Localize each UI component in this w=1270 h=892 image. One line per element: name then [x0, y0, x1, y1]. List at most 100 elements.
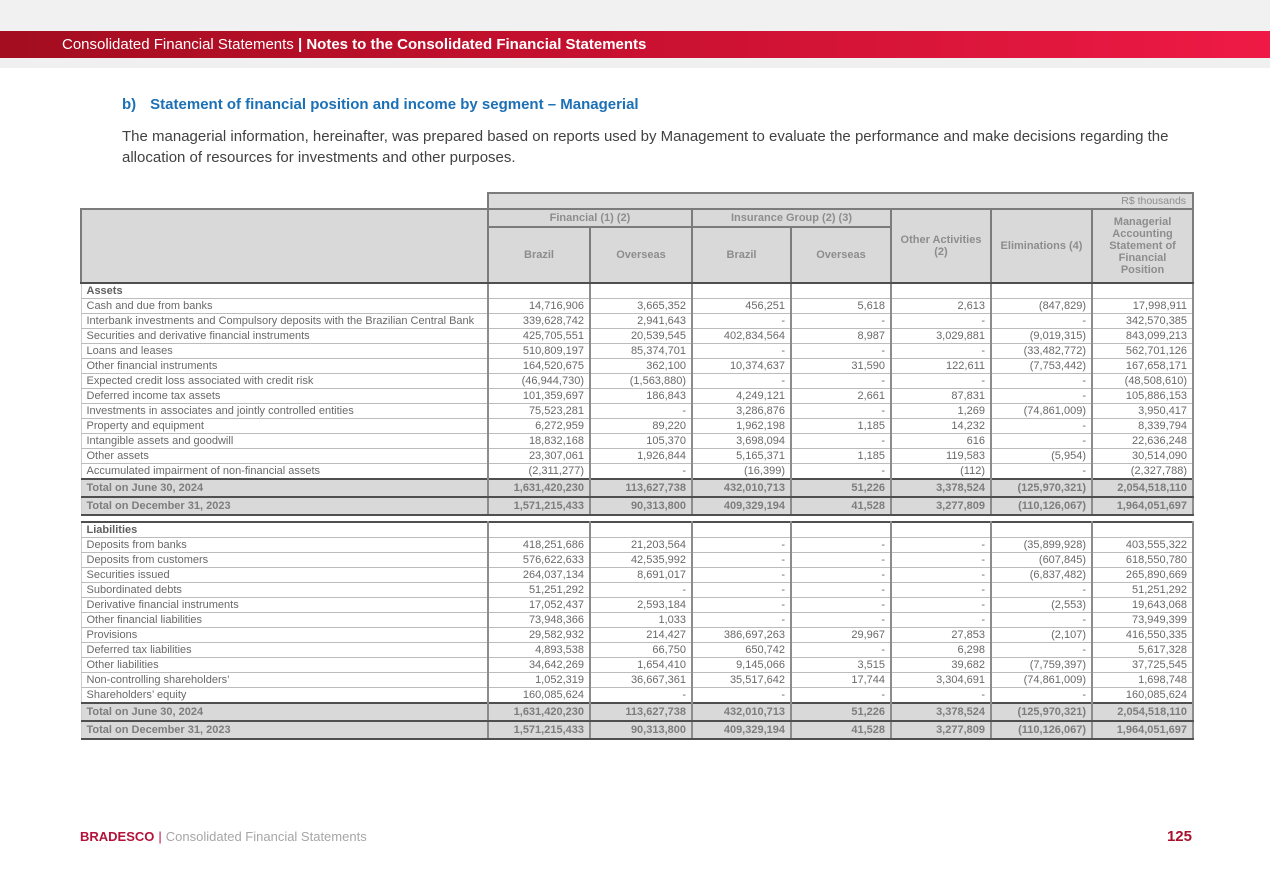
table-row: Other financial liabilities 73,948,366 1,0… [80, 612, 1195, 628]
cell-value: 265,890,669 [1092, 567, 1195, 583]
cell-value: - [991, 612, 1093, 628]
segment-table-container: R$ thousands Financial (1) (2) Insurance… [80, 192, 1195, 740]
cell-value: 105,886,153 [1092, 388, 1195, 404]
cell-value: 160,085,624 [488, 687, 591, 704]
cell-value: - [791, 463, 892, 480]
table-row: Interbank investments and Compulsory dep… [80, 313, 1195, 329]
cell-value: 1,269 [891, 403, 992, 419]
total-row: Total on June 30, 2024 1,631,420,230 113,6… [80, 702, 1195, 722]
cell-value: 403,555,322 [1092, 537, 1195, 553]
section-header-row: Assets [80, 282, 1195, 299]
total-value: 41,528 [791, 496, 892, 516]
cell-value: - [692, 537, 792, 553]
cell-value: 73,949,399 [1092, 612, 1195, 628]
row-label: Deferred tax liabilities [80, 642, 489, 658]
table-row: Deposits from banks 418,251,686 21,203,564… [80, 537, 1195, 553]
cell-value: 456,251 [692, 298, 792, 314]
cell-value: - [590, 687, 693, 704]
total-row: Total on December 31, 2023 1,571,215,433 9… [80, 720, 1195, 740]
total-value: 3,378,524 [891, 478, 992, 498]
cell-value: 3,665,352 [590, 298, 693, 314]
row-label: Provisions [80, 627, 489, 643]
cell-value: 9,145,066 [692, 657, 792, 673]
cell-value: 1,185 [791, 448, 892, 464]
row-label: Cash and due from banks [80, 298, 489, 314]
row-label: Subordinated debts [80, 582, 489, 598]
cell-value: 35,517,642 [692, 672, 792, 688]
cell-value: (35,899,928) [991, 537, 1093, 553]
top-margin-strip [0, 0, 1270, 31]
cell-value: 20,539,545 [590, 328, 693, 344]
table-row: Other assets 23,307,061 1,926,844 5,165,371… [80, 448, 1195, 464]
cell-value: 616 [891, 433, 992, 449]
cell-value: - [692, 582, 792, 598]
table-row: Securities and derivative financial inst… [80, 328, 1195, 344]
row-label: Property and equipment [80, 418, 489, 434]
total-value: 2,054,518,110 [1092, 702, 1195, 722]
cell-value: (33,482,772) [991, 343, 1093, 359]
cell-value: - [692, 343, 792, 359]
column-header-financial-overseas: Overseas [589, 226, 693, 284]
cell-value: 1,654,410 [590, 657, 693, 673]
cell-value: 418,251,686 [488, 537, 591, 553]
total-value: 1,964,051,697 [1092, 496, 1195, 516]
cell-value: - [991, 418, 1093, 434]
table-header: R$ thousands Financial (1) (2) Insurance… [80, 192, 1195, 284]
row-label: Other liabilities [80, 657, 489, 673]
cell-value: - [991, 642, 1093, 658]
section-gap-cell [81, 515, 1194, 522]
cell-value: - [791, 403, 892, 419]
table-row: Provisions 29,582,932 214,427 386,697,263 29… [80, 627, 1195, 643]
cell-value: 6,298 [891, 642, 992, 658]
cell-value: (112) [891, 463, 992, 480]
column-header-insurance-overseas: Overseas [790, 226, 892, 284]
cell-value: 1,185 [791, 418, 892, 434]
page-banner: Consolidated Financial Statements | Note… [0, 31, 1270, 58]
cell-value: 122,611 [891, 358, 992, 374]
cell-value: 362,100 [590, 358, 693, 374]
table-row: Property and equipment 6,272,959 89,220 1,9… [80, 418, 1195, 434]
cell-value: (48,508,610) [1092, 373, 1195, 389]
cell-value: - [891, 567, 992, 583]
table-row: Deferred tax liabilities 4,893,538 66,750 6… [80, 642, 1195, 658]
cell-value: 1,698,748 [1092, 672, 1195, 688]
cell-value: - [891, 373, 992, 389]
cell-value: (847,829) [991, 298, 1093, 314]
brand-name: BRADESCO [80, 829, 155, 844]
row-label: Investments in associates and jointly co… [80, 403, 489, 419]
cell-value: - [791, 552, 892, 568]
cell-value: (74,861,009) [991, 672, 1093, 688]
cell-value: 160,085,624 [1092, 687, 1195, 704]
cell-value: 30,514,090 [1092, 448, 1195, 464]
total-value: 409,329,194 [692, 720, 792, 740]
cell-value: 3,698,094 [692, 433, 792, 449]
empty-cell [692, 282, 792, 299]
total-value: 409,329,194 [692, 496, 792, 516]
cell-value: (46,944,730) [488, 373, 591, 389]
cell-value: - [891, 313, 992, 329]
cell-value: - [692, 552, 792, 568]
footer-separator: | [158, 829, 162, 844]
total-value: 432,010,713 [692, 478, 792, 498]
cell-value: 21,203,564 [590, 537, 693, 553]
row-label: Other assets [80, 448, 489, 464]
total-value: (110,126,067) [991, 496, 1093, 516]
cell-value: (2,327,788) [1092, 463, 1195, 480]
empty-cell [991, 521, 1093, 538]
cell-value: 8,339,794 [1092, 418, 1195, 434]
total-value: (125,970,321) [991, 702, 1093, 722]
cell-value: - [891, 687, 992, 704]
total-value: 432,010,713 [692, 702, 792, 722]
cell-value: 73,948,366 [488, 612, 591, 628]
cell-value: - [791, 642, 892, 658]
cell-value: - [791, 582, 892, 598]
total-label: Total on June 30, 2024 [80, 478, 489, 498]
cell-value: 618,550,780 [1092, 552, 1195, 568]
empty-cell [590, 282, 693, 299]
total-label: Total on December 31, 2023 [80, 496, 489, 516]
column-header-other-activities: Other Activities (2) [890, 208, 992, 284]
cell-value: - [891, 343, 992, 359]
table-row: Deferred income tax assets 101,359,697 186… [80, 388, 1195, 404]
cell-value: - [692, 597, 792, 613]
table-row: Securities issued 264,037,134 8,691,017- - -… [80, 567, 1195, 583]
